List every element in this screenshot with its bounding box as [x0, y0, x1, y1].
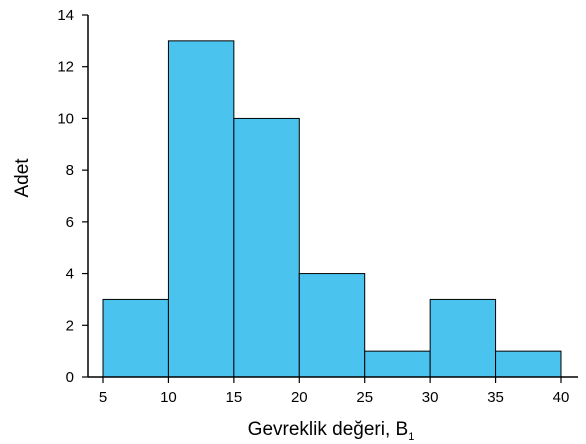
x-tick-label-35: 35	[487, 389, 504, 406]
ticks-group: 5 10 15 20 25 30 35 40 0 2 4 6 8 10 12 14	[57, 7, 569, 406]
y-tick-label-10: 10	[57, 110, 74, 127]
bars-group	[102, 40, 562, 378]
x-axis-title-text: Gevreklik değeri, B	[248, 419, 409, 440]
x-tick-label-10: 10	[160, 389, 177, 406]
x-tick-label-25: 25	[356, 389, 373, 406]
y-tick-label-0: 0	[66, 369, 74, 386]
histogram-bar-3	[298, 273, 366, 378]
histogram-bar-5	[429, 298, 497, 378]
histogram-bar-2	[233, 117, 300, 378]
y-tick-label-12: 12	[57, 59, 74, 76]
histogram-bar-1	[167, 40, 235, 378]
y-axis-title: Adet	[12, 158, 33, 198]
histogram-bar-6	[495, 350, 562, 378]
axes-group	[87, 15, 578, 378]
y-tick-label-14: 14	[57, 7, 74, 24]
histogram-bar-4	[364, 350, 431, 378]
x-tick-label-20: 20	[291, 389, 308, 406]
x-tick-label-15: 15	[226, 389, 243, 406]
x-axis-title-subscript: 1	[408, 431, 414, 443]
y-tick-label-4: 4	[66, 266, 74, 283]
y-tick-label-8: 8	[66, 162, 74, 179]
y-tick-label-6: 6	[66, 214, 74, 231]
y-tick-label-2: 2	[66, 317, 74, 334]
x-axis-title: Gevreklik değeri, B1	[248, 419, 415, 443]
histogram-bar-0	[102, 298, 169, 378]
x-tick-label-40: 40	[553, 389, 570, 406]
x-tick-label-30: 30	[422, 389, 439, 406]
x-tick-label-5: 5	[99, 389, 107, 406]
